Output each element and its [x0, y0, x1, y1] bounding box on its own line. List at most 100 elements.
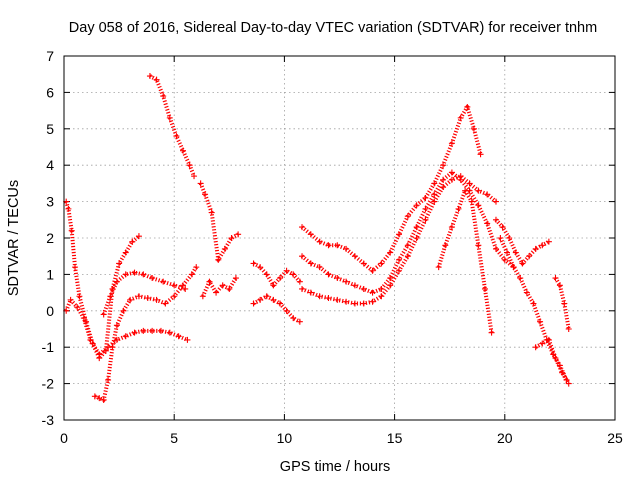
data-point [387, 275, 394, 282]
data-point [470, 125, 477, 132]
data-point [404, 213, 411, 220]
data-point [431, 198, 438, 205]
series-7 [199, 275, 239, 300]
data-point [316, 293, 323, 300]
data-point [532, 245, 539, 252]
data-point [565, 326, 572, 332]
data-point [360, 285, 367, 292]
data-point [299, 285, 306, 292]
data-point [387, 282, 394, 289]
data-point [193, 264, 200, 271]
data-point [351, 282, 358, 289]
data-point [105, 376, 112, 383]
series-trace [553, 277, 571, 330]
data-point [499, 224, 506, 231]
data-point [539, 242, 546, 249]
data-point [296, 318, 303, 325]
data-point [501, 256, 508, 263]
data-point [316, 264, 323, 271]
data-point [448, 224, 455, 231]
series-17 [552, 275, 572, 332]
series-14 [492, 216, 552, 267]
grid-lines [64, 56, 615, 420]
chart-title: Day 058 of 2016, Sidereal Day-to-day VTE… [69, 20, 597, 36]
data-point [76, 293, 83, 300]
data-point [431, 180, 438, 187]
data-point [523, 289, 530, 296]
data-point [122, 271, 129, 278]
data-point [307, 289, 314, 296]
series-8 [250, 260, 303, 289]
data-point [462, 187, 469, 194]
data-point [250, 300, 257, 307]
data-point [378, 293, 385, 300]
data-point [135, 233, 142, 240]
x-tick-label: 20 [497, 430, 513, 446]
data-point [325, 242, 332, 249]
series-9 [250, 293, 303, 325]
data-point [80, 315, 87, 322]
data-point [65, 205, 72, 212]
series-13 [435, 187, 495, 336]
y-tick-label: 5 [46, 121, 54, 137]
data-point [100, 311, 107, 318]
data-point [492, 198, 499, 205]
data-point [545, 238, 552, 245]
data-point [334, 296, 341, 303]
y-tick-label: 2 [46, 230, 54, 246]
data-point [559, 369, 566, 376]
y-tick-label: 3 [46, 194, 54, 210]
data-point [171, 293, 178, 300]
data-point [199, 293, 206, 300]
data-point [68, 227, 75, 234]
data-point [457, 114, 464, 121]
data-point [122, 333, 129, 340]
data-point [325, 271, 332, 278]
data-point [510, 264, 517, 271]
data-point [442, 242, 449, 249]
data-point [175, 333, 182, 340]
data-point [448, 140, 455, 147]
data-point [334, 242, 341, 249]
data-point [263, 271, 270, 278]
data-point [127, 296, 134, 303]
data-point [378, 260, 385, 267]
data-point [369, 289, 376, 296]
series-trace [252, 294, 301, 324]
series-3 [91, 264, 200, 403]
data-point [492, 245, 499, 252]
data-point [221, 245, 228, 252]
data-point [504, 249, 511, 256]
data-point [257, 264, 264, 271]
series-5 [146, 73, 198, 180]
data-point [188, 271, 195, 278]
data-point [351, 300, 358, 307]
series-12 [299, 173, 499, 307]
data-point [299, 253, 306, 260]
data-point [484, 191, 491, 198]
data-point [387, 249, 394, 256]
data-point [153, 76, 160, 83]
data-point [539, 340, 546, 347]
data-point [283, 267, 290, 274]
data-point [186, 162, 193, 169]
data-point [290, 271, 297, 278]
data-point [497, 235, 504, 241]
data-point [276, 275, 283, 282]
data-point [146, 73, 153, 80]
data-point [67, 296, 74, 303]
x-tick-label: 15 [387, 430, 403, 446]
y-tick-label: -2 [42, 376, 55, 392]
data-point [530, 300, 537, 307]
data-point [107, 293, 114, 300]
data-point [180, 147, 187, 154]
data-point [343, 278, 350, 285]
data-point [131, 329, 138, 336]
data-point [512, 249, 519, 256]
data-point [369, 267, 376, 274]
data-point [457, 173, 464, 180]
data-point [149, 275, 156, 282]
x-tick-label: 10 [277, 430, 293, 446]
data-series [63, 73, 572, 403]
data-point [316, 238, 323, 245]
